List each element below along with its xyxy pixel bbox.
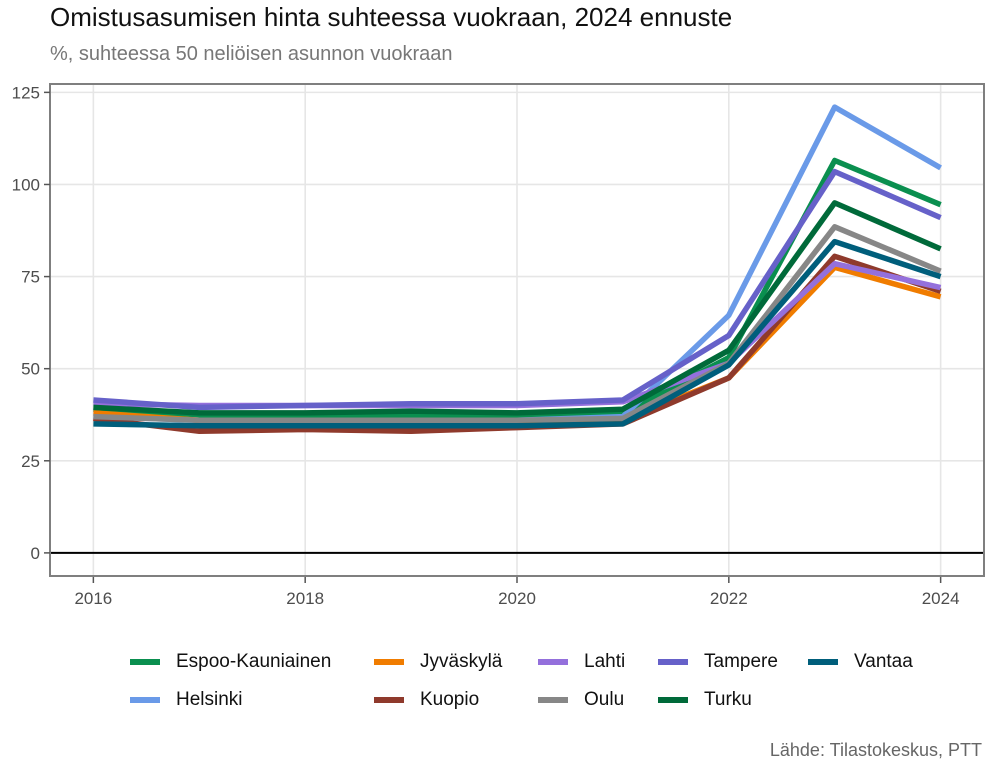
chart-title: Omistusasumisen hinta suhteessa vuokraan… — [50, 2, 733, 32]
legend-item: Espoo-Kauniainen — [130, 650, 374, 674]
legend-swatch — [658, 659, 688, 665]
legend-label: Helsinki — [176, 689, 243, 710]
series-line-vantaa — [93, 238, 942, 429]
legend-swatch — [538, 697, 568, 703]
legend-label: Vantaa — [854, 651, 913, 672]
y-tick-label: 25 — [21, 452, 40, 471]
x-tick-label: 2018 — [286, 589, 324, 608]
y-tick-label: 125 — [12, 83, 40, 102]
legend-item: Tampere — [658, 650, 808, 674]
chart-subtitle: %, suhteessa 50 neliöisen asunnon vuokra… — [50, 43, 453, 65]
line-chart: 0 25 50 75 100 125 2016 2018 2020 2022 2024 — [12, 83, 985, 608]
legend-label: Tampere — [704, 651, 778, 672]
legend-label: Lahti — [584, 651, 626, 672]
legend-swatch — [374, 697, 404, 703]
series-line-tampere — [93, 168, 942, 411]
y-tick-label: 0 — [31, 544, 40, 563]
source-note: Lähde: Tilastokeskus, PTT — [769, 740, 982, 760]
x-tick-label: 2020 — [498, 589, 536, 608]
x-axis-ticks: 2016 2018 2020 2022 2024 — [74, 577, 960, 608]
legend-item: Jyväskylä — [374, 650, 538, 674]
x-tick-label: 2024 — [922, 589, 960, 608]
x-tick-label: 2022 — [710, 589, 748, 608]
legend: Espoo-Kauniainen Jyväskylä Lahti Tampere Van… — [130, 650, 930, 712]
legend-swatch — [130, 659, 160, 665]
legend-item: Vantaa — [808, 650, 928, 674]
legend-swatch — [374, 659, 404, 665]
y-tick-label: 100 — [12, 175, 40, 194]
legend-label: Kuopio — [420, 689, 480, 710]
legend-swatch — [808, 659, 838, 665]
series-line-oulu — [93, 224, 942, 424]
legend-label: Oulu — [584, 689, 625, 710]
y-tick-label: 50 — [21, 360, 40, 379]
legend-item: Turku — [658, 688, 808, 712]
legend-item: Helsinki — [130, 688, 374, 712]
legend-label: Espoo-Kauniainen — [176, 651, 332, 672]
legend-item: Kuopio — [374, 688, 538, 712]
legend-swatch — [130, 697, 160, 703]
legend-swatch — [538, 659, 568, 665]
legend-swatch — [658, 697, 688, 703]
legend-label: Turku — [704, 689, 752, 710]
series-line-turku — [93, 200, 942, 416]
legend-item: Lahti — [538, 650, 658, 674]
legend-label: Jyväskylä — [420, 651, 503, 672]
y-axis-ticks: 0 25 50 75 100 125 — [12, 83, 50, 563]
y-tick-label: 75 — [21, 268, 40, 287]
series-lines — [93, 104, 942, 435]
legend-item: Oulu — [538, 688, 658, 712]
x-tick-label: 2016 — [74, 589, 112, 608]
